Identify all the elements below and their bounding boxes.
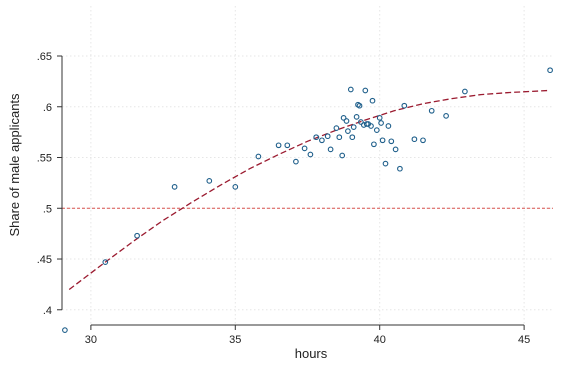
scatter-point (134, 232, 140, 239)
fitted-curve (68, 89, 549, 291)
scatter-point (307, 151, 314, 158)
grid-lines (62, 6, 553, 325)
x-tick-label: 45 (518, 334, 530, 346)
scatter-point (350, 124, 357, 130)
scatter-point (385, 123, 392, 129)
scatter-point (319, 137, 325, 144)
fit-line-layer (68, 89, 549, 291)
y-axis-title: Share of male applicants (7, 93, 22, 237)
scatter-point (356, 102, 363, 109)
y-tick-label: .65 (37, 51, 52, 63)
scatter-point (340, 115, 347, 121)
scatter-point (388, 138, 395, 145)
scatter-point (347, 86, 354, 93)
scatter-point (345, 128, 351, 134)
scatter-point (333, 125, 340, 131)
x-tick-label: 30 (85, 334, 97, 346)
scatter-point (462, 88, 468, 95)
y-tick-label: .55 (37, 153, 52, 165)
scatter-point (443, 113, 449, 119)
scatter-point (397, 165, 403, 172)
scatter-point (353, 114, 360, 120)
scatter-point (206, 178, 213, 184)
x-axis-title: hours (295, 346, 328, 361)
y-tick-label: .5 (43, 203, 52, 215)
y-tick-label: .4 (43, 305, 52, 317)
scatter-point (336, 134, 343, 141)
x-tick-label: 40 (374, 334, 386, 346)
scatter-point (349, 134, 356, 141)
scatter-point (339, 152, 346, 159)
scatter-point (232, 184, 239, 190)
scatter-point (392, 146, 399, 153)
y-tick-label: .6 (43, 102, 52, 114)
scatter-point (373, 127, 380, 133)
scatter-point (547, 67, 553, 74)
scatter-point (324, 133, 331, 140)
tick-labels: .4 .45 .5 .55 .6 .65 30 35 40 45 (37, 51, 531, 346)
scatter-point (382, 160, 389, 167)
scatter-point (411, 136, 418, 143)
scatter-point (371, 141, 377, 148)
scatter-point (360, 122, 367, 128)
scatter-point (420, 137, 426, 144)
scatter-point (401, 102, 408, 109)
scatter-point (379, 137, 386, 144)
scatter-point (368, 123, 374, 129)
y-tick-label: .45 (37, 254, 52, 266)
scatter-point (327, 146, 334, 153)
scatter-point (255, 153, 262, 160)
scatter-point (378, 120, 384, 126)
scatter-point (376, 115, 383, 121)
scatter-point (102, 259, 109, 265)
scatter-point (428, 107, 435, 114)
scatter-point (293, 158, 299, 165)
scatter-point (275, 142, 282, 149)
scatter-point (284, 142, 291, 149)
scatter-point (62, 327, 68, 333)
scatter-point (313, 134, 320, 141)
axes (57, 55, 525, 330)
x-tick-label: 35 (229, 334, 241, 346)
scatter-point (358, 119, 364, 125)
scatter-point (362, 87, 369, 94)
scatter-point (301, 145, 308, 152)
scatter-point (171, 184, 178, 190)
scatter-point (369, 97, 376, 104)
scatter-point (343, 118, 350, 124)
scatter-points (62, 67, 553, 333)
